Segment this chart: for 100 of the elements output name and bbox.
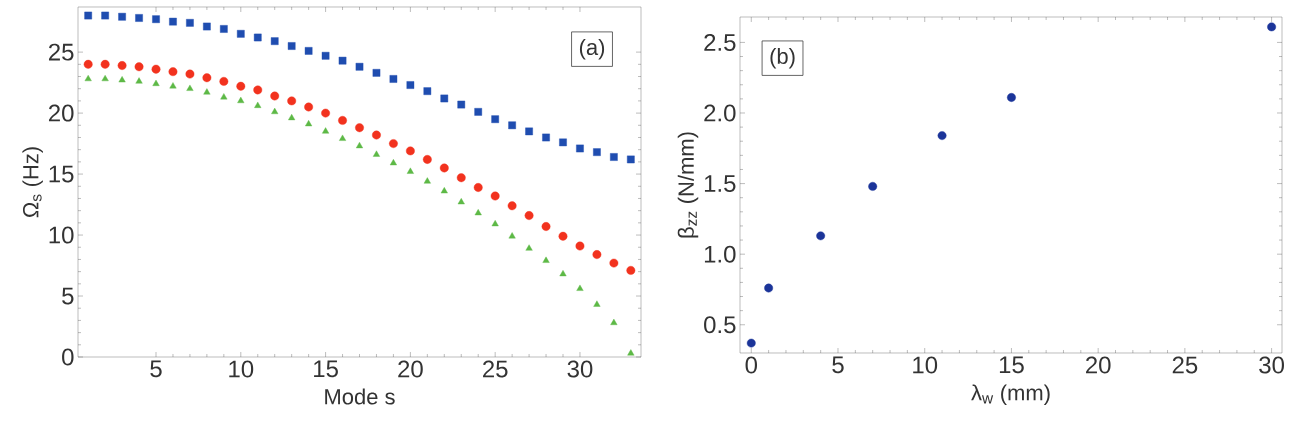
point — [186, 84, 194, 91]
point — [253, 33, 262, 42]
point — [440, 187, 448, 194]
point — [185, 69, 195, 79]
y-axis-title: β$_{zz}$ (N/mm) — [677, 132, 699, 238]
x-tick-label: 25 — [483, 360, 508, 378]
point — [338, 56, 347, 65]
point — [169, 17, 177, 26]
y-tick-label: 2.0 — [704, 104, 736, 122]
point — [151, 64, 161, 74]
point — [287, 96, 297, 106]
point — [202, 73, 212, 83]
point — [220, 25, 228, 33]
point — [627, 155, 635, 164]
point — [406, 167, 414, 174]
point — [575, 241, 585, 251]
y-tick-label: 20 — [48, 104, 74, 122]
point — [134, 62, 144, 72]
point — [576, 284, 584, 291]
x-tick-label: 5 — [832, 356, 844, 374]
point — [490, 191, 500, 201]
point — [593, 300, 601, 307]
point — [271, 107, 279, 114]
x-tick-label: 10 — [229, 360, 254, 378]
point — [746, 338, 756, 348]
point — [593, 148, 601, 156]
point — [84, 74, 92, 82]
point — [117, 61, 127, 70]
point — [356, 142, 363, 149]
x-tick-label: 30 — [567, 360, 593, 378]
x-tick-label: 10 — [913, 356, 938, 374]
x-tick-label: 25 — [1172, 356, 1198, 374]
point — [101, 74, 109, 82]
point — [236, 81, 246, 91]
point — [1267, 22, 1276, 32]
point — [473, 183, 483, 192]
point — [100, 59, 110, 69]
point — [507, 201, 517, 211]
y-tick-label: 0.5 — [704, 316, 736, 334]
point — [152, 15, 160, 23]
point — [525, 244, 533, 251]
point — [609, 258, 619, 268]
point — [169, 82, 177, 89]
point — [321, 51, 330, 60]
point — [338, 116, 347, 125]
point — [457, 198, 465, 205]
point — [339, 134, 347, 141]
point — [559, 138, 567, 147]
point — [508, 232, 516, 239]
point — [541, 222, 551, 231]
point — [525, 127, 533, 136]
point — [118, 76, 126, 83]
point — [118, 12, 126, 21]
point — [626, 266, 636, 275]
x-axis-title: Mode s — [325, 388, 395, 405]
y-tick-label: 1.5 — [704, 175, 736, 192]
point — [355, 123, 364, 133]
point — [304, 47, 313, 55]
point — [406, 81, 415, 89]
point — [372, 150, 380, 157]
point — [355, 62, 364, 71]
annotation: (b) — [770, 47, 795, 69]
point — [389, 75, 398, 83]
point — [288, 113, 296, 121]
x-tick-label: 30 — [1259, 356, 1284, 374]
point — [558, 231, 568, 241]
point — [491, 115, 499, 123]
y-tick-label: 2.5 — [704, 33, 736, 51]
point — [422, 155, 432, 164]
point — [457, 100, 466, 109]
point — [372, 130, 381, 140]
point — [168, 67, 178, 77]
point — [203, 88, 211, 95]
annotation: (a) — [579, 38, 605, 60]
point — [405, 146, 415, 156]
point — [84, 11, 92, 20]
point — [254, 101, 262, 108]
point — [186, 19, 194, 27]
point — [524, 211, 534, 220]
point — [270, 91, 280, 101]
y-tick-label: 10 — [49, 226, 74, 244]
point — [610, 153, 618, 161]
point — [816, 231, 826, 241]
y-tick-label: 1.0 — [704, 245, 736, 263]
point — [542, 256, 550, 263]
x-axis-title: λ$_{w}$ (mm) — [971, 384, 1050, 405]
point — [220, 93, 228, 100]
x-tick-label: 0 — [745, 356, 758, 374]
x-tick-label: 20 — [1086, 356, 1111, 374]
y-tick-label: 15 — [49, 165, 74, 183]
point — [305, 120, 313, 127]
y-tick-label: 25 — [48, 43, 74, 61]
point — [237, 96, 245, 103]
point — [610, 318, 618, 325]
point — [423, 87, 432, 95]
y-axis-title: Ω$_{s}$ (Hz) — [22, 147, 43, 218]
point — [372, 69, 381, 77]
x-tick-label: 15 — [999, 356, 1024, 374]
point — [576, 144, 584, 153]
point — [474, 108, 483, 116]
